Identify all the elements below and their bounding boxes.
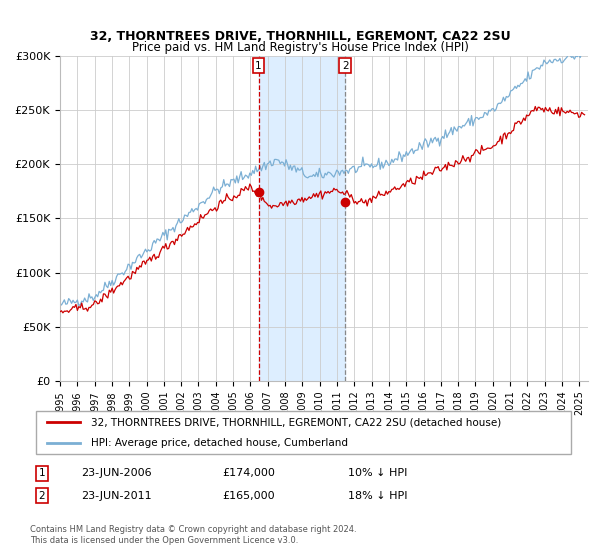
Text: £165,000: £165,000 [222, 491, 275, 501]
Text: HPI: Average price, detached house, Cumberland: HPI: Average price, detached house, Cumb… [91, 438, 348, 448]
Text: 23-JUN-2006: 23-JUN-2006 [81, 468, 152, 478]
Text: Price paid vs. HM Land Registry's House Price Index (HPI): Price paid vs. HM Land Registry's House … [131, 41, 469, 54]
Bar [259, 56, 345, 381]
Text: £174,000: £174,000 [222, 468, 275, 478]
Text: 2: 2 [38, 491, 46, 501]
Text: 23-JUN-2011: 23-JUN-2011 [81, 491, 152, 501]
Text: 32, THORNTREES DRIVE, THORNHILL, EGREMONT, CA22 2SU (detached house): 32, THORNTREES DRIVE, THORNHILL, EGREMON… [91, 417, 501, 427]
Text: 18% ↓ HPI: 18% ↓ HPI [348, 491, 407, 501]
Text: 2: 2 [342, 61, 349, 71]
Text: 1: 1 [38, 468, 46, 478]
Text: 1: 1 [255, 61, 262, 71]
Text: Contains HM Land Registry data © Crown copyright and database right 2024.
This d: Contains HM Land Registry data © Crown c… [30, 525, 356, 545]
Text: 32, THORNTREES DRIVE, THORNHILL, EGREMONT, CA22 2SU: 32, THORNTREES DRIVE, THORNHILL, EGREMON… [89, 30, 511, 43]
FancyBboxPatch shape [35, 411, 571, 454]
Text: 10% ↓ HPI: 10% ↓ HPI [348, 468, 407, 478]
